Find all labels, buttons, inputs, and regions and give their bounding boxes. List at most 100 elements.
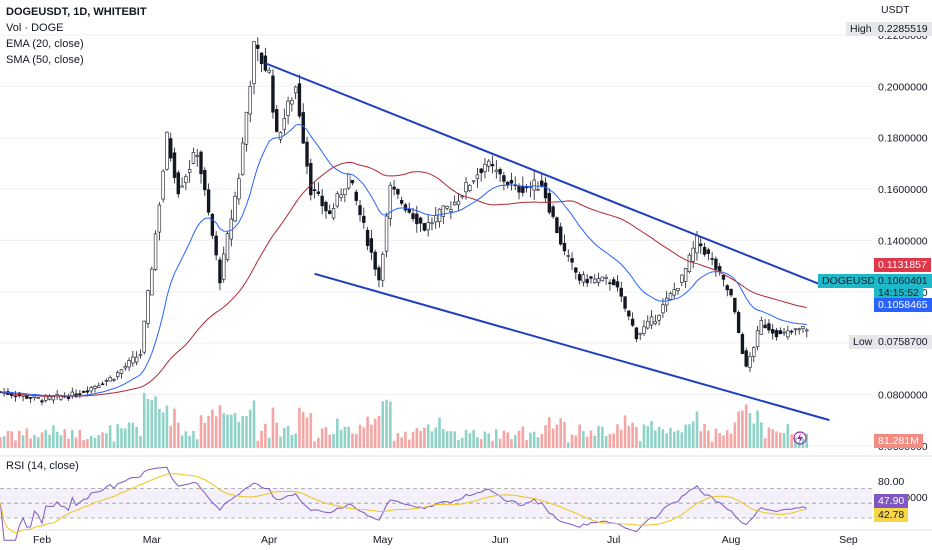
rsi-legend[interactable]: RSI (14, close) — [6, 460, 79, 472]
volume-bar — [176, 422, 180, 448]
candle-body — [354, 191, 358, 201]
candle-body — [210, 213, 215, 236]
volume-bar — [59, 435, 63, 448]
ema-value-tag: 0.1058465 — [874, 298, 932, 312]
flash-icon[interactable] — [793, 431, 807, 445]
volume-bar — [551, 428, 555, 448]
ema-line — [0, 123, 807, 397]
volume-bar — [358, 424, 362, 448]
candle-body — [316, 191, 321, 195]
volume-bar — [347, 426, 350, 448]
last-price-tag: 0.1060401 — [874, 274, 932, 288]
flash-icon-glyph — [797, 433, 803, 443]
candle-body — [392, 186, 396, 190]
candle-body — [566, 255, 570, 257]
ema-legend[interactable]: EMA (20, close) — [6, 38, 84, 50]
volume-bar — [775, 431, 778, 448]
volume-bar — [123, 428, 127, 448]
candle-body — [797, 328, 801, 331]
candle-body — [407, 208, 411, 213]
candle-body — [555, 217, 559, 234]
candle-body — [471, 180, 476, 183]
volume-bar — [294, 433, 297, 448]
volume-bar — [529, 432, 532, 448]
candle-body — [744, 350, 748, 367]
volume-bar — [589, 430, 593, 448]
volume-bar — [313, 441, 316, 448]
sma-legend[interactable]: SMA (50, close) — [6, 54, 84, 66]
volume-bar — [544, 425, 547, 448]
channel-lines — [265, 62, 830, 422]
candle-body — [51, 396, 56, 401]
volume-bar — [487, 433, 491, 448]
candle-body — [801, 326, 805, 329]
volume-bar — [97, 435, 101, 448]
volume-bar — [135, 426, 138, 448]
volume-bar — [67, 438, 70, 448]
candle-body — [687, 254, 692, 272]
currency-label: USDT — [877, 3, 914, 17]
volume-bar — [760, 422, 763, 448]
candle-body — [297, 83, 302, 117]
volume-bar — [725, 430, 729, 448]
candle-body — [562, 242, 567, 252]
volume-bar — [165, 405, 169, 448]
candle-body — [456, 200, 461, 206]
candle-body — [551, 206, 555, 217]
candle-body — [668, 292, 673, 300]
candle-body — [271, 75, 275, 113]
candle-body — [248, 86, 252, 115]
volume-bar — [676, 430, 680, 448]
grid-lines — [0, 34, 932, 531]
candle-body — [134, 356, 139, 363]
volume-bar — [256, 440, 260, 448]
volume-bar — [472, 430, 475, 448]
volume-bar — [748, 413, 752, 448]
chart-title: DOGEUSDT, 1D, WHITEBIT — [6, 6, 147, 18]
candle-body — [93, 386, 97, 389]
volume-bar — [309, 413, 313, 448]
candle-body — [411, 213, 415, 219]
candle-body — [752, 347, 756, 357]
channel-lower — [314, 272, 830, 422]
volume-bar — [93, 438, 97, 448]
volume-bar — [574, 435, 578, 448]
volume-bar — [767, 427, 771, 448]
volume-bar — [627, 426, 631, 448]
volume-bar — [650, 420, 653, 448]
volume-bar — [744, 404, 748, 448]
volume-bar — [82, 440, 85, 448]
candle-body — [362, 215, 366, 223]
candle-body — [328, 210, 332, 214]
volume-bar — [426, 424, 430, 448]
candle-body — [184, 176, 188, 183]
volume-legend[interactable]: Vol · DOGE — [6, 22, 64, 34]
volume-bar — [222, 413, 226, 448]
candle-body — [335, 193, 340, 207]
volume-bar — [525, 440, 528, 448]
candle-body — [426, 222, 430, 231]
candle-body — [782, 331, 786, 334]
candle-body — [237, 178, 241, 200]
candle-body — [172, 152, 177, 178]
volume-bar — [400, 437, 403, 448]
candle-body — [483, 164, 487, 172]
low-label: Low — [849, 335, 877, 349]
volume-bar — [585, 436, 589, 448]
volume-bar — [267, 437, 271, 448]
volume-bar — [373, 418, 377, 448]
candle-body — [301, 112, 305, 144]
candle-body — [623, 296, 627, 309]
volume-bar — [86, 439, 89, 448]
candle-body — [165, 131, 169, 170]
volume-bar — [570, 434, 574, 448]
candle-body — [369, 238, 374, 253]
candle-body — [702, 247, 707, 255]
candle-body — [203, 169, 207, 191]
volume-bar — [14, 440, 17, 448]
volume-bar — [370, 424, 373, 448]
volume-bar — [142, 392, 146, 448]
candle-body — [619, 287, 623, 297]
candles — [0, 37, 809, 406]
